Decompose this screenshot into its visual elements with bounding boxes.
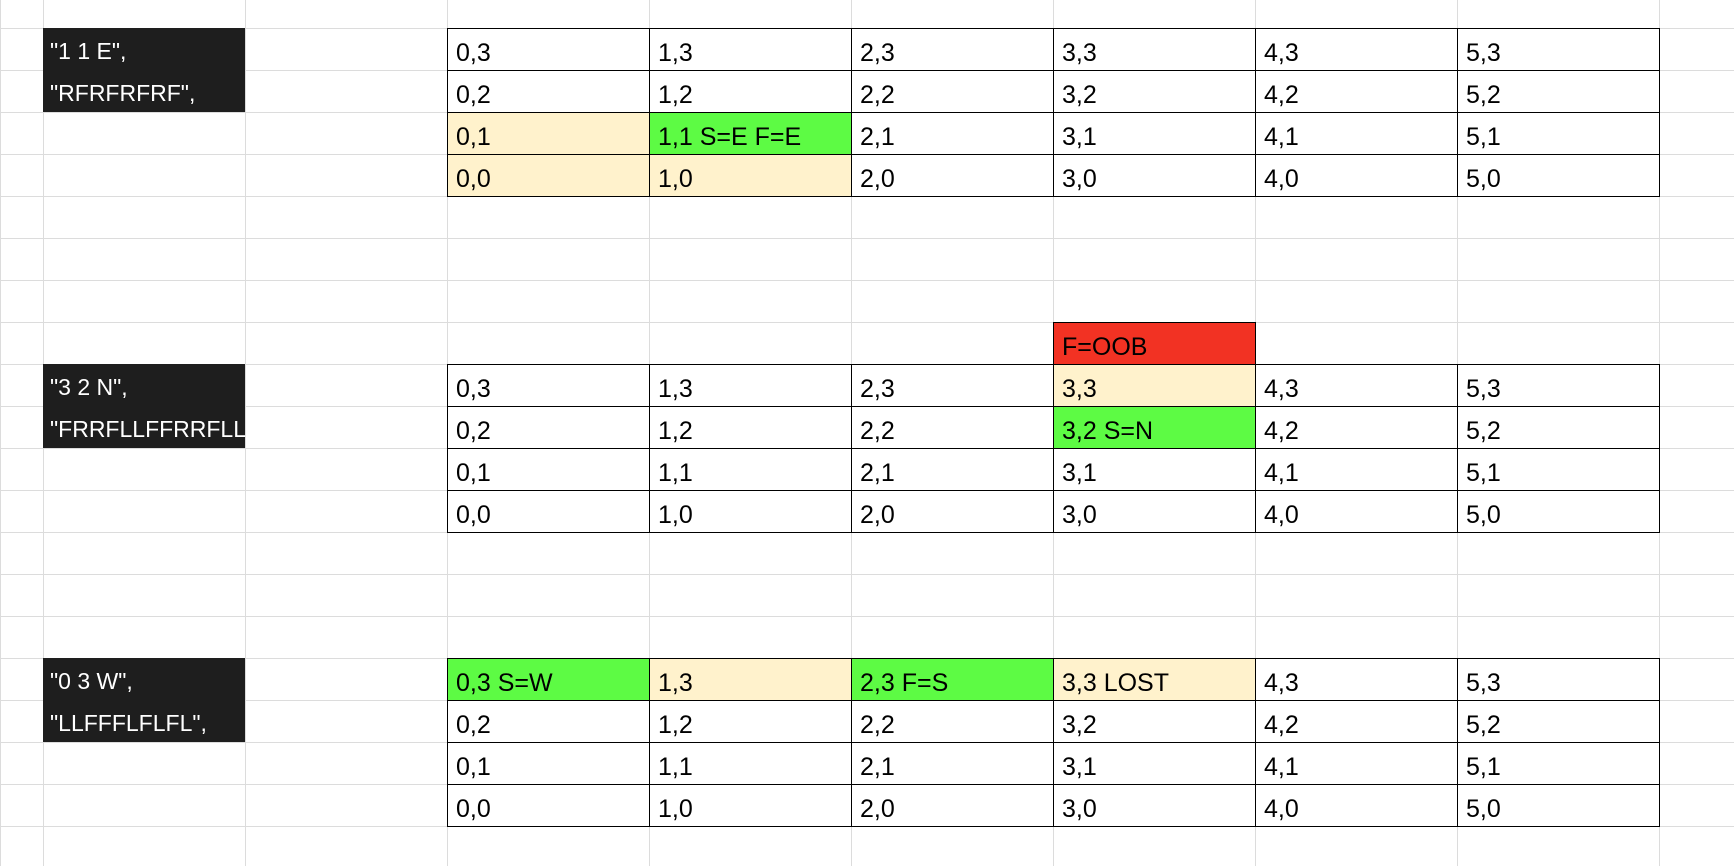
grid-cell[interactable]: 5,1: [1457, 112, 1660, 155]
grid-cell[interactable]: 4,2: [1255, 406, 1458, 449]
grid-cell[interactable]: 4,1: [1255, 742, 1458, 785]
grid-cell[interactable]: 1,0: [649, 154, 852, 197]
grid-cell[interactable]: 3,2: [1053, 700, 1256, 743]
grid-cell[interactable]: 1,3: [649, 28, 852, 71]
grid-cell[interactable]: 2,3: [851, 364, 1054, 407]
grid-cell[interactable]: 4,1: [1255, 448, 1458, 491]
grid-cell[interactable]: 2,1: [851, 742, 1054, 785]
grid-cell[interactable]: 3,0: [1053, 154, 1256, 197]
grid-cell[interactable]: 5,3: [1457, 364, 1660, 407]
gridline-horizontal: [0, 616, 1734, 617]
robot-instructions: "LLFFFLFLFL",: [50, 710, 207, 736]
grid-cell[interactable]: 4,2: [1255, 700, 1458, 743]
grid-cell[interactable]: 1,0: [649, 784, 852, 827]
gridline-horizontal: [0, 238, 1734, 239]
grid-cell[interactable]: 5,3: [1457, 658, 1660, 701]
grid-cell[interactable]: 4,1: [1255, 112, 1458, 155]
grid-cell[interactable]: 5,0: [1457, 154, 1660, 197]
grid-cell[interactable]: 5,1: [1457, 742, 1660, 785]
grid-cell[interactable]: 0,1: [447, 448, 650, 491]
grid-cell[interactable]: 4,3: [1255, 658, 1458, 701]
grid-cell[interactable]: 4,0: [1255, 490, 1458, 533]
grid-cell[interactable]: 1,1: [649, 742, 852, 785]
grid-cell[interactable]: 2,2: [851, 700, 1054, 743]
grid-cell[interactable]: 5,0: [1457, 490, 1660, 533]
grid-cell[interactable]: 1,3: [649, 658, 852, 701]
grid-cell[interactable]: 1,2: [649, 70, 852, 113]
grid-cell[interactable]: 1,2: [649, 700, 852, 743]
grid-cell[interactable]: 4,0: [1255, 784, 1458, 827]
grid-cell[interactable]: 2,0: [851, 784, 1054, 827]
robot-input-block[interactable]: [43, 28, 245, 112]
grid-cell[interactable]: 4,0: [1255, 154, 1458, 197]
grid-cell[interactable]: 0,1: [447, 742, 650, 785]
grid-cell[interactable]: 5,2: [1457, 70, 1660, 113]
grid-cell[interactable]: 0,2: [447, 70, 650, 113]
grid-cell[interactable]: 1,1: [649, 448, 852, 491]
grid-cell[interactable]: 0,0: [447, 784, 650, 827]
grid-cell[interactable]: 0,1: [447, 112, 650, 155]
gridline-horizontal: [0, 280, 1734, 281]
grid-cell[interactable]: 2,1: [851, 448, 1054, 491]
gridline-vertical: [245, 0, 246, 866]
grid-cell[interactable]: 0,3: [447, 28, 650, 71]
grid-cell[interactable]: 3,3: [1053, 28, 1256, 71]
robot-instructions: "FRRFLLFFRRFLL",: [50, 416, 261, 442]
grid-cell[interactable]: 1,0: [649, 490, 852, 533]
grid-cell[interactable]: 0,0: [447, 154, 650, 197]
oob-marker-cell[interactable]: F=OOB: [1053, 322, 1256, 365]
grid-cell[interactable]: 3,2 S=N: [1053, 406, 1256, 449]
grid-cell[interactable]: 0,3: [447, 364, 650, 407]
grid-cell[interactable]: 5,0: [1457, 784, 1660, 827]
grid-cell[interactable]: 3,1: [1053, 112, 1256, 155]
grid-cell[interactable]: 3,0: [1053, 490, 1256, 533]
grid-cell[interactable]: 4,3: [1255, 28, 1458, 71]
grid-cell[interactable]: 0,2: [447, 406, 650, 449]
grid-cell[interactable]: 1,2: [649, 406, 852, 449]
grid-cell[interactable]: 3,3 LOST: [1053, 658, 1256, 701]
grid-cell[interactable]: 0,0: [447, 490, 650, 533]
robot-input-block[interactable]: [43, 658, 245, 742]
robot-instructions: "RFRFRFRF",: [50, 80, 196, 106]
gridline-vertical: [0, 0, 1, 866]
grid-cell[interactable]: 4,3: [1255, 364, 1458, 407]
grid-cell[interactable]: 2,3: [851, 28, 1054, 71]
grid-cell[interactable]: 2,3 F=S: [851, 658, 1054, 701]
gridline-horizontal: [0, 574, 1734, 575]
grid-cell[interactable]: 2,2: [851, 70, 1054, 113]
robot-input-block[interactable]: [43, 364, 245, 448]
grid-cell[interactable]: 2,2: [851, 406, 1054, 449]
grid-cell[interactable]: 2,0: [851, 154, 1054, 197]
robot-start-position: "1 1 E",: [50, 38, 127, 64]
robot-start-position: "3 2 N",: [50, 374, 128, 400]
grid-cell[interactable]: 3,3: [1053, 364, 1256, 407]
grid-cell[interactable]: 3,1: [1053, 448, 1256, 491]
gridline-horizontal: [0, 322, 1734, 323]
grid-cell[interactable]: 0,3 S=W: [447, 658, 650, 701]
grid-cell[interactable]: 1,1 S=E F=E: [649, 112, 852, 155]
grid-cell[interactable]: 3,1: [1053, 742, 1256, 785]
grid-cell[interactable]: 1,3: [649, 364, 852, 407]
grid-cell[interactable]: 2,1: [851, 112, 1054, 155]
grid-cell[interactable]: 4,2: [1255, 70, 1458, 113]
grid-cell[interactable]: 5,1: [1457, 448, 1660, 491]
grid-cell[interactable]: 3,0: [1053, 784, 1256, 827]
grid-cell[interactable]: 2,0: [851, 490, 1054, 533]
grid-cell[interactable]: 5,3: [1457, 28, 1660, 71]
grid-cell[interactable]: 0,2: [447, 700, 650, 743]
grid-cell[interactable]: 3,2: [1053, 70, 1256, 113]
robot-start-position: "0 3 W",: [50, 668, 133, 694]
grid-cell[interactable]: 5,2: [1457, 700, 1660, 743]
grid-cell[interactable]: 5,2: [1457, 406, 1660, 449]
